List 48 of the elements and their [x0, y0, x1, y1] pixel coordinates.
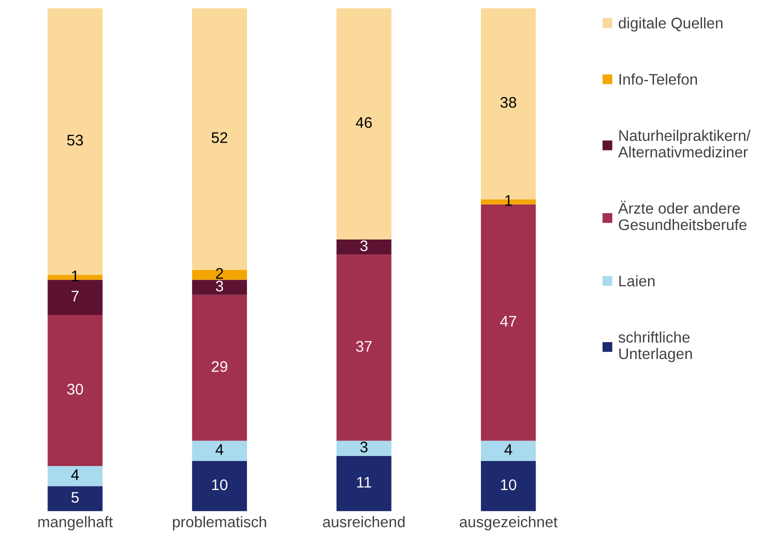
bar [336, 8, 392, 240]
data-label: 3 [360, 442, 368, 452]
data-label: 5 [71, 492, 79, 503]
legend-label: Naturheilpraktikern/ Alternativmediziner [618, 130, 751, 158]
legend-label: Info-Telefon [620, 74, 697, 85]
x-tick-label: ausreichend [322, 516, 405, 528]
data-label: 37 [356, 341, 372, 352]
bar [192, 460, 247, 512]
data-label: 53 [67, 134, 83, 146]
legend-label: schriftliche Unterlagen [618, 331, 692, 362]
bar [480, 440, 536, 461]
data-label: 11 [357, 477, 372, 488]
data-label: 4 [71, 469, 79, 480]
bar [336, 456, 392, 512]
data-label: 10 [212, 479, 228, 490]
x-tick-label: mangelhaft [38, 516, 113, 530]
bar [48, 280, 103, 316]
bar [336, 254, 392, 441]
data-label: 46 [356, 117, 372, 128]
data-label: 29 [212, 361, 228, 372]
bar [48, 315, 103, 466]
data-label: 3 [216, 280, 224, 292]
data-label: 3 [360, 240, 368, 252]
legend-label: digitale Quellen [618, 17, 722, 32]
bar [336, 440, 392, 456]
bar [192, 270, 247, 280]
data-label: 4 [216, 444, 224, 455]
bar [192, 280, 247, 295]
bar [192, 440, 247, 461]
data-label: 7 [72, 290, 79, 302]
bar [48, 466, 103, 486]
bar [48, 486, 103, 512]
bar [480, 204, 536, 441]
data-label: 2 [216, 268, 224, 279]
legend-label: Laien [619, 275, 654, 286]
data-label: 4 [504, 444, 512, 455]
data-label: 38 [500, 96, 516, 108]
x-tick-label: problematisch [172, 516, 266, 530]
data-label: 52 [212, 132, 228, 144]
bar [192, 8, 247, 270]
x-tick-label: ausgezeichnet [460, 516, 558, 530]
legend-label: Ärzte oder andere Gesundheitsberufe [618, 200, 747, 230]
data-label: 30 [67, 384, 83, 395]
data-label: 10 [501, 479, 516, 490]
bar [336, 240, 392, 255]
bar [480, 460, 536, 512]
data-label: 47 [500, 316, 516, 327]
bar [192, 294, 247, 441]
